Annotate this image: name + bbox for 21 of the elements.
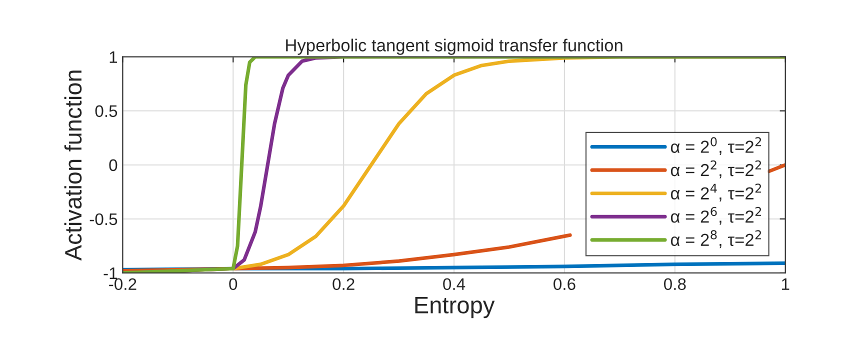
legend-label: α = 2$^{4}$, τ=2$^{2}$ bbox=[670, 184, 762, 202]
x-tick-label: 0 bbox=[229, 278, 238, 290]
y-tick-label: -1 bbox=[104, 268, 118, 279]
chart-title: Hyperbolic tangent sigmoid transfer function bbox=[286, 38, 622, 55]
legend-label: α = 2$^{6}$, τ=2$^{2}$ bbox=[670, 206, 762, 225]
legend-label: α = 2$^{2}$, τ=2$^{2}$ bbox=[670, 160, 762, 178]
y-tick-label: 1 bbox=[110, 51, 118, 63]
x-axis-title: Entropy bbox=[415, 296, 495, 318]
y-tick-label: 0.5 bbox=[95, 105, 118, 118]
y-tick-label: -0.5 bbox=[90, 213, 118, 226]
line-series bbox=[122, 56, 786, 273]
x-tick-label: -0.2 bbox=[109, 278, 136, 290]
y-axis-title: Activation function bbox=[64, 70, 82, 261]
legend-label: α = 2$^{8}$, τ=2$^{2}$ bbox=[670, 230, 762, 248]
x-tick-label: 1 bbox=[782, 278, 790, 290]
x-tick-label: 0.8 bbox=[664, 278, 686, 290]
x-tick-label: 0.2 bbox=[332, 278, 354, 290]
legend-label: α = 2$^{0}$, τ=2$^{2}$ bbox=[670, 137, 762, 156]
x-tick-label: 0.4 bbox=[443, 278, 466, 290]
x-tick-label: 0.6 bbox=[554, 278, 576, 290]
y-tick-label: 0 bbox=[109, 159, 118, 172]
